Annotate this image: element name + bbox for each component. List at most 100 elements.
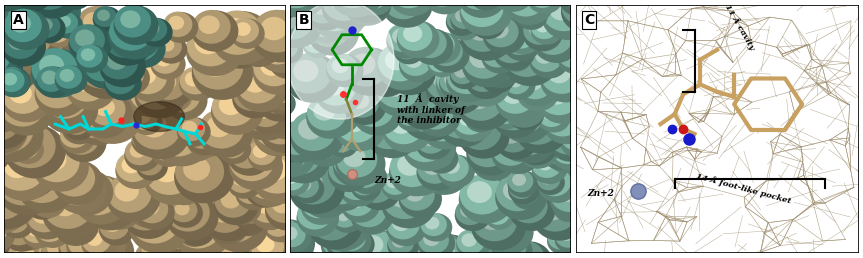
Circle shape bbox=[454, 66, 468, 78]
Circle shape bbox=[457, 230, 490, 258]
Circle shape bbox=[248, 140, 282, 171]
Circle shape bbox=[3, 77, 44, 114]
Circle shape bbox=[274, 225, 299, 248]
Circle shape bbox=[285, 54, 341, 103]
Circle shape bbox=[430, 66, 485, 115]
Circle shape bbox=[254, 113, 302, 156]
Circle shape bbox=[557, 0, 602, 9]
Ellipse shape bbox=[134, 102, 185, 132]
Circle shape bbox=[44, 20, 70, 43]
Circle shape bbox=[140, 18, 167, 41]
Circle shape bbox=[513, 102, 530, 117]
Circle shape bbox=[382, 179, 427, 219]
Circle shape bbox=[494, 234, 526, 258]
Circle shape bbox=[429, 240, 454, 258]
Circle shape bbox=[308, 10, 350, 47]
Circle shape bbox=[270, 94, 284, 106]
Circle shape bbox=[506, 48, 520, 60]
Circle shape bbox=[508, 176, 535, 199]
Circle shape bbox=[16, 0, 40, 3]
Circle shape bbox=[128, 61, 175, 102]
Circle shape bbox=[264, 213, 297, 242]
Circle shape bbox=[6, 169, 34, 193]
Circle shape bbox=[68, 174, 91, 196]
Circle shape bbox=[501, 88, 546, 128]
Circle shape bbox=[55, 168, 107, 214]
Circle shape bbox=[433, 243, 455, 258]
Circle shape bbox=[491, 101, 523, 130]
Circle shape bbox=[523, 78, 542, 95]
Circle shape bbox=[3, 30, 44, 66]
Circle shape bbox=[277, 122, 324, 163]
Circle shape bbox=[315, 16, 331, 30]
Circle shape bbox=[63, 123, 99, 155]
Circle shape bbox=[317, 208, 341, 229]
Circle shape bbox=[355, 230, 403, 258]
Circle shape bbox=[340, 229, 369, 254]
Circle shape bbox=[491, 101, 518, 124]
Circle shape bbox=[136, 152, 162, 175]
Circle shape bbox=[455, 199, 491, 231]
Circle shape bbox=[0, 176, 9, 203]
Circle shape bbox=[167, 174, 202, 205]
Circle shape bbox=[498, 138, 519, 156]
Circle shape bbox=[76, 45, 137, 99]
Circle shape bbox=[474, 137, 496, 157]
Circle shape bbox=[283, 172, 297, 184]
Circle shape bbox=[0, 30, 19, 57]
Circle shape bbox=[437, 60, 480, 98]
Circle shape bbox=[532, 0, 549, 1]
Circle shape bbox=[261, 219, 305, 256]
Circle shape bbox=[174, 150, 234, 203]
Circle shape bbox=[129, 200, 190, 254]
Circle shape bbox=[211, 11, 273, 65]
Circle shape bbox=[261, 219, 313, 258]
Circle shape bbox=[426, 237, 466, 258]
Circle shape bbox=[315, 71, 364, 114]
Circle shape bbox=[255, 102, 273, 119]
Circle shape bbox=[327, 54, 357, 81]
Circle shape bbox=[259, 107, 274, 120]
Circle shape bbox=[392, 215, 410, 231]
Circle shape bbox=[386, 54, 414, 79]
Circle shape bbox=[362, 235, 383, 254]
Circle shape bbox=[180, 67, 217, 101]
Circle shape bbox=[62, 113, 91, 139]
Circle shape bbox=[35, 0, 60, 15]
Circle shape bbox=[542, 0, 594, 40]
Circle shape bbox=[98, 20, 132, 51]
Circle shape bbox=[386, 211, 426, 246]
Circle shape bbox=[273, 225, 305, 253]
Circle shape bbox=[0, 107, 19, 146]
Circle shape bbox=[481, 217, 495, 230]
Circle shape bbox=[316, 70, 356, 106]
Circle shape bbox=[387, 211, 419, 239]
Circle shape bbox=[236, 66, 288, 112]
Circle shape bbox=[420, 213, 452, 241]
Circle shape bbox=[344, 87, 380, 118]
Circle shape bbox=[0, 40, 13, 62]
Circle shape bbox=[485, 66, 501, 80]
Circle shape bbox=[0, 67, 31, 96]
Circle shape bbox=[495, 122, 531, 152]
Circle shape bbox=[225, 193, 261, 225]
Circle shape bbox=[69, 128, 89, 146]
Circle shape bbox=[419, 110, 438, 126]
Circle shape bbox=[417, 153, 459, 191]
Circle shape bbox=[515, 107, 569, 154]
Circle shape bbox=[0, 193, 7, 214]
Circle shape bbox=[176, 240, 192, 254]
Circle shape bbox=[423, 0, 461, 7]
Circle shape bbox=[253, 109, 296, 147]
Circle shape bbox=[307, 10, 359, 56]
Circle shape bbox=[503, 180, 526, 200]
Circle shape bbox=[260, 70, 301, 107]
Circle shape bbox=[534, 256, 551, 258]
Circle shape bbox=[324, 175, 365, 211]
Circle shape bbox=[0, 10, 38, 47]
Circle shape bbox=[403, 25, 422, 42]
Circle shape bbox=[532, 152, 568, 184]
Circle shape bbox=[507, 170, 539, 198]
Circle shape bbox=[60, 123, 95, 154]
Circle shape bbox=[446, 60, 494, 102]
